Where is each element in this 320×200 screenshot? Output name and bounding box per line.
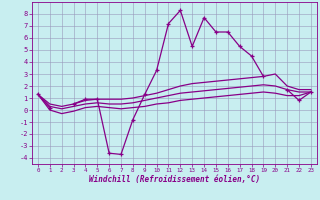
X-axis label: Windchill (Refroidissement éolien,°C): Windchill (Refroidissement éolien,°C) — [89, 175, 260, 184]
